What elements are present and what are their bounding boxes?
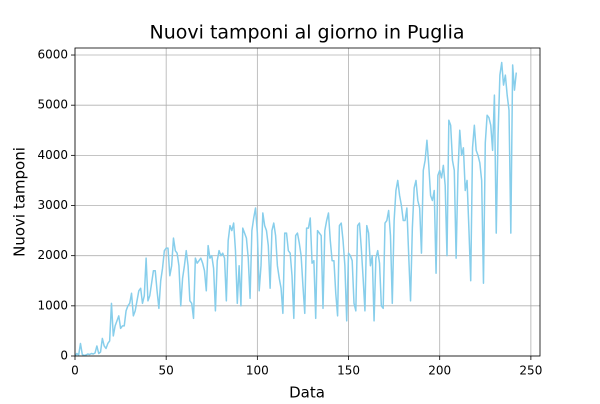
y-tick-label: 6000	[37, 48, 68, 62]
chart-title: Nuovi tamponi al giorno in Puglia	[150, 22, 465, 44]
y-tick-label: 4000	[37, 148, 68, 162]
data-line	[74, 61, 518, 357]
plot-frame	[74, 47, 541, 357]
y-tick-label: 2000	[37, 248, 68, 262]
y-tick-label: 3000	[37, 198, 68, 212]
x-tick-label: 0	[71, 364, 79, 378]
x-axis-label: Data	[289, 384, 325, 401]
y-tick-label: 1000	[37, 298, 68, 312]
y-tick-label: 5000	[37, 98, 68, 112]
x-tick-label: 150	[337, 364, 360, 378]
y-tick-label: 0	[60, 349, 68, 363]
x-tick-label: 200	[428, 364, 451, 378]
y-axis-label: Nuovi tamponi	[11, 147, 29, 257]
x-tick-label: 250	[519, 364, 542, 378]
x-tick-label: 100	[246, 364, 269, 378]
x-tick-label: 50	[159, 364, 174, 378]
